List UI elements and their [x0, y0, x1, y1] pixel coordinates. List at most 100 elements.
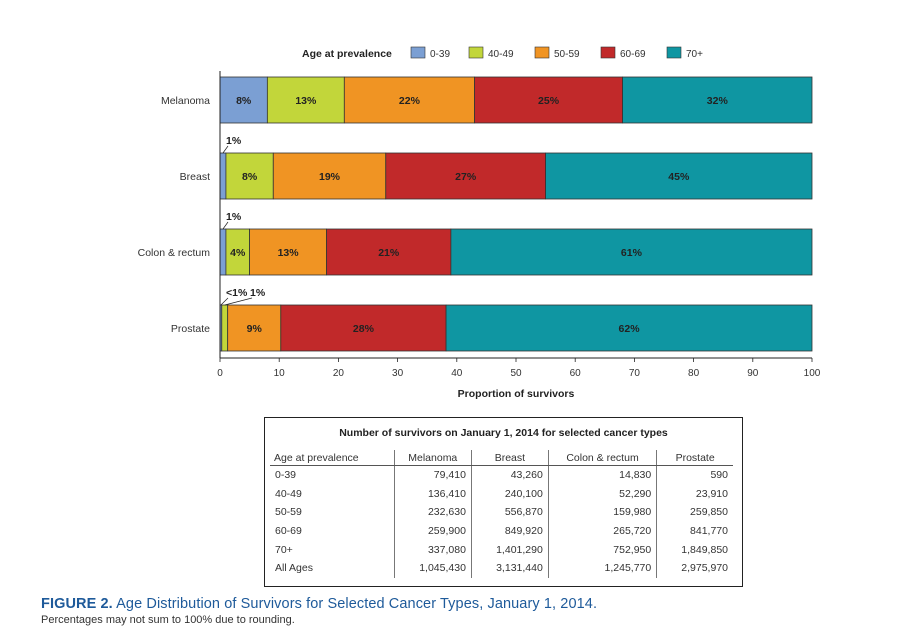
figure-title: FIGURE 2. Age Distribution of Survivors … — [41, 596, 597, 612]
table-cell: 849,920 — [470, 521, 549, 541]
bar-segment — [450, 228, 813, 276]
bars: Melanoma 8% 13% 22% 25% 32% Breast 1% 8% 19% 27% 45… — [138, 76, 813, 352]
bar-segment — [219, 152, 227, 200]
x-tick-label: 80 — [688, 368, 700, 379]
bar-segment — [385, 152, 547, 200]
table-row: 60-69 259,900 849,920 265,720 841,770 — [270, 521, 733, 541]
table-row: 70+ 337,080 1,401,290 752,950 1,849,850 — [270, 540, 733, 559]
legend-label: 50-59 — [554, 49, 580, 60]
table-row: 0-39 79,410 43,260 14,830 590 — [270, 465, 733, 485]
table-header-cell: Prostate — [656, 450, 733, 466]
table-cell: 752,950 — [547, 540, 657, 559]
category-label: Breast — [180, 171, 210, 183]
callout-line — [220, 297, 229, 306]
table-header-cell: Melanoma — [393, 450, 472, 466]
table-cell: 2,975,970 — [656, 558, 733, 578]
legend-label: 70+ — [686, 49, 703, 60]
bar-segment — [225, 152, 274, 200]
data-label: 13% — [278, 247, 300, 259]
table-row-label: All Ages — [275, 562, 313, 575]
table-cell: 1,045,430 — [393, 558, 472, 578]
data-label-callout: 1% — [226, 211, 242, 223]
bar-segment — [266, 76, 345, 124]
legend-swatch — [468, 46, 484, 59]
x-tick-label: 10 — [274, 368, 286, 379]
table-row-label: 0-39 — [275, 469, 297, 482]
bar-segment — [219, 76, 268, 124]
data-label: 21% — [378, 247, 400, 259]
data-label: 22% — [399, 95, 421, 107]
table-cell: 240,100 — [470, 484, 549, 504]
table-cell: 79,410 — [393, 465, 472, 485]
table-header-cell: Colon & rectum — [547, 450, 657, 466]
table-cell: 232,630 — [393, 503, 472, 522]
table-cell: 52,290 — [547, 484, 657, 504]
x-tick-label: 20 — [333, 368, 345, 379]
x-axis-title: Proportion of survivors — [458, 388, 575, 400]
bar-segment — [343, 76, 475, 124]
callout-line — [222, 221, 229, 230]
data-label: 45% — [668, 171, 690, 183]
table-header-row: Age at prevalence Melanoma Breast Colon … — [270, 450, 733, 466]
legend-title: Age at prevalence — [302, 48, 392, 60]
table-row: All Ages 1,045,430 3,131,440 1,245,770 2,975… — [270, 558, 733, 578]
table-row-label: 40-49 — [275, 487, 302, 500]
table-cell: 1,401,290 — [470, 540, 549, 559]
legend-label: 60-69 — [620, 49, 646, 60]
x-tick-label: 100 — [804, 368, 821, 379]
legend-label: 0-39 — [430, 49, 450, 60]
category-label: Colon & rectum — [138, 247, 211, 259]
table-cell: 159,980 — [547, 503, 657, 522]
category-label: Prostate — [171, 323, 210, 335]
table-cell: 14,830 — [547, 465, 657, 485]
x-axis: 0 10 20 30 40 50 60 70 80 90 100 Proportion of surv… — [217, 71, 821, 400]
table-row-label: 50-59 — [275, 506, 302, 519]
data-label-callout: <1% — [226, 287, 248, 299]
figure-label: FIGURE 2. — [41, 596, 113, 612]
legend-label: 40-49 — [488, 49, 514, 60]
data-label: 27% — [455, 171, 477, 183]
bar-segment — [272, 152, 387, 200]
legend-swatch — [410, 46, 426, 59]
bar-segment — [474, 76, 623, 124]
table-row: 50-59 232,630 556,870 159,980 259,850 — [270, 503, 733, 522]
bar-segment — [445, 304, 813, 352]
figure-note: Percentages may not sum to 100% due to r… — [41, 614, 295, 626]
data-label-callout: 1% — [250, 287, 266, 299]
bar-segment — [326, 228, 452, 276]
data-label: 19% — [319, 171, 341, 183]
bar-segment — [545, 152, 813, 200]
data-label: 13% — [295, 95, 317, 107]
table-cell: 265,720 — [547, 521, 657, 541]
callout-line — [222, 145, 229, 154]
table-row-label: 60-69 — [275, 525, 302, 538]
table-cell: 43,260 — [470, 465, 549, 485]
x-tick-label: 70 — [629, 368, 641, 379]
legend-swatch — [666, 46, 682, 59]
legend: Age at prevalence 0-39 40-49 50-59 60-69 70+ — [302, 46, 703, 60]
data-label: 62% — [619, 323, 641, 335]
data-label: 9% — [247, 323, 263, 335]
x-tick-label: 60 — [570, 368, 582, 379]
table-cell: 23,910 — [656, 484, 733, 504]
legend-swatch — [534, 46, 550, 59]
table-header-cell: Age at prevalence — [270, 450, 395, 466]
data-label: 8% — [236, 95, 252, 107]
table-cell: 556,870 — [470, 503, 549, 522]
survivors-table: Age at prevalence Melanoma Breast Colon … — [270, 450, 733, 578]
bar-segment — [622, 76, 813, 124]
table-cell: 1,245,770 — [547, 558, 657, 578]
table-header-cell: Breast — [470, 450, 549, 466]
table-cell: 3,131,440 — [470, 558, 549, 578]
data-label-callout: 1% — [226, 135, 242, 147]
legend-swatch — [600, 46, 616, 59]
x-tick-label: 90 — [747, 368, 759, 379]
x-tick-label: 30 — [392, 368, 404, 379]
category-label: Melanoma — [161, 95, 210, 107]
data-label: 8% — [242, 171, 258, 183]
table-cell: 1,849,850 — [656, 540, 733, 559]
table-cell: 337,080 — [393, 540, 472, 559]
table-cell: 841,770 — [656, 521, 733, 541]
bar-segment — [221, 304, 229, 352]
x-tick-label: 0 — [217, 368, 223, 379]
